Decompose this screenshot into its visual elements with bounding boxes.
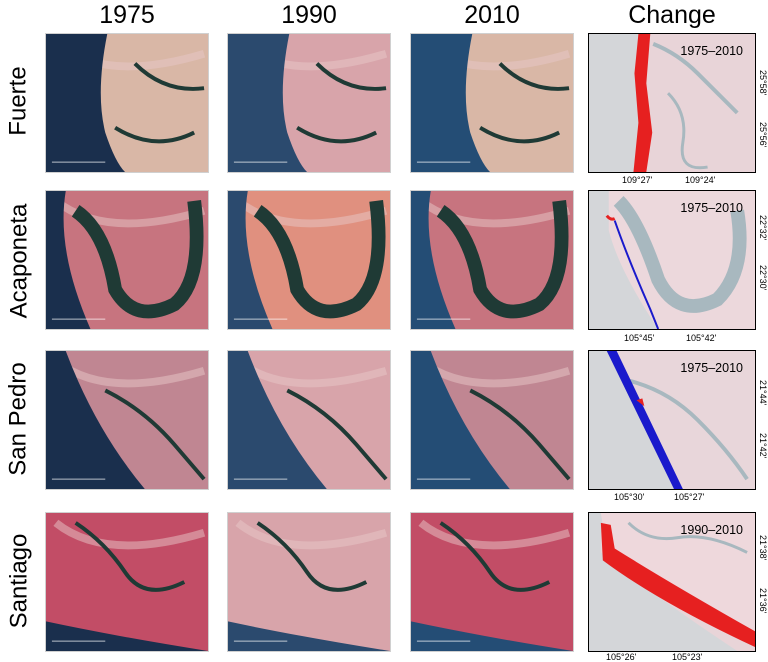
erosion-area — [633, 34, 653, 172]
satellite-tile-santiago-2010 — [410, 512, 574, 652]
period-label: 1975–2010 — [680, 361, 743, 375]
lat-label-san-pedro-2: 21°42' — [758, 433, 768, 459]
change-map-san-pedro: 1975–2010 — [588, 350, 756, 490]
row-label-fuerte: Fuerte — [5, 66, 32, 136]
lon-label-fuerte-1: 109°27' — [622, 175, 653, 185]
satellite-tile-fuerte-1975 — [45, 33, 209, 173]
period-label: 1975–2010 — [680, 44, 743, 58]
lon-label-acaponeta-1: 105°45' — [624, 333, 655, 343]
satellite-tile-acaponeta-1975 — [45, 190, 209, 330]
change-map-acaponeta: 1975–2010 — [588, 190, 756, 330]
lon-label-fuerte-2: 109°24' — [685, 175, 716, 185]
period-label: 1990–2010 — [680, 523, 743, 537]
column-header-1975: 1975 — [99, 1, 155, 29]
lon-label-san-pedro-2: 105°27' — [674, 492, 705, 502]
lat-label-acaponeta-2: 22°30' — [758, 265, 768, 291]
lon-label-acaponeta-2: 105°42' — [686, 333, 717, 343]
satellite-tile-santiago-1990 — [227, 512, 391, 652]
satellite-tile-fuerte-1990 — [227, 33, 391, 173]
period-label: 1975–2010 — [680, 201, 743, 215]
lat-label-san-pedro-1: 21°44' — [758, 380, 768, 406]
column-header-2010: 2010 — [464, 1, 520, 29]
satellite-tile-santiago-1975 — [45, 512, 209, 652]
lon-label-santiago-2: 105°23' — [672, 652, 703, 662]
satellite-tile-fuerte-2010 — [410, 33, 574, 173]
change-map-fuerte: 1975–2010 — [588, 33, 756, 173]
column-header-change: Change — [628, 1, 716, 29]
accretion-area — [606, 351, 683, 489]
lon-label-santiago-1: 105°26' — [606, 652, 637, 662]
column-header-1990: 1990 — [281, 1, 337, 29]
lat-label-santiago-2: 21°36' — [758, 588, 768, 614]
satellite-tile-acaponeta-2010 — [410, 190, 574, 330]
row-label-santiago: Santiago — [5, 533, 32, 629]
satellite-tile-san-pedro-2010 — [410, 350, 574, 490]
satellite-tile-acaponeta-1990 — [227, 190, 391, 330]
row-label-san-pedro: San Pedro — [5, 362, 33, 476]
row-label-acaponeta: Acaponeta — [5, 203, 33, 319]
lat-label-fuerte-1: 25°58' — [758, 70, 768, 96]
lat-label-santiago-1: 21°38' — [758, 535, 768, 561]
lat-label-acaponeta-1: 22°32' — [758, 215, 768, 241]
lat-label-fuerte-2: 25°56' — [758, 122, 768, 148]
lon-label-san-pedro-1: 105°30' — [614, 492, 645, 502]
satellite-tile-san-pedro-1975 — [45, 350, 209, 490]
erosion-area — [600, 522, 755, 648]
satellite-tile-san-pedro-1990 — [227, 350, 391, 490]
change-map-santiago: 1990–2010 — [588, 512, 756, 652]
